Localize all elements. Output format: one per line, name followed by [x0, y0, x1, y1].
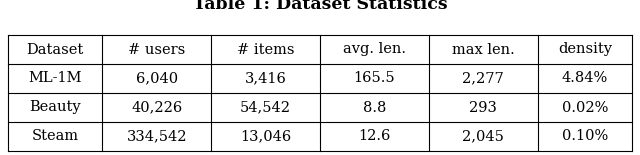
Text: 3,416: 3,416	[244, 71, 287, 86]
Text: 13,046: 13,046	[240, 129, 291, 144]
Text: 165.5: 165.5	[354, 71, 396, 86]
Text: 12.6: 12.6	[358, 129, 390, 144]
Text: 0.02%: 0.02%	[562, 100, 608, 115]
Text: 8.8: 8.8	[363, 100, 386, 115]
Text: max len.: max len.	[452, 42, 515, 57]
Text: 6,040: 6,040	[136, 71, 178, 86]
Text: 40,226: 40,226	[131, 100, 182, 115]
Text: Table 1: Dataset Statistics: Table 1: Dataset Statistics	[193, 0, 447, 13]
Text: avg. len.: avg. len.	[343, 42, 406, 57]
Text: 334,542: 334,542	[127, 129, 187, 144]
Text: 4.84%: 4.84%	[562, 71, 608, 86]
Text: 0.10%: 0.10%	[562, 129, 608, 144]
Text: Beauty: Beauty	[29, 100, 81, 115]
Text: # items: # items	[237, 42, 294, 57]
Text: Dataset: Dataset	[26, 42, 84, 57]
Text: 293: 293	[469, 100, 497, 115]
Text: 54,542: 54,542	[240, 100, 291, 115]
Text: 2,045: 2,045	[462, 129, 504, 144]
Text: ML-1M: ML-1M	[28, 71, 82, 86]
Text: 2,277: 2,277	[462, 71, 504, 86]
Text: # users: # users	[128, 42, 186, 57]
Text: density: density	[558, 42, 612, 57]
Text: Steam: Steam	[31, 129, 79, 144]
